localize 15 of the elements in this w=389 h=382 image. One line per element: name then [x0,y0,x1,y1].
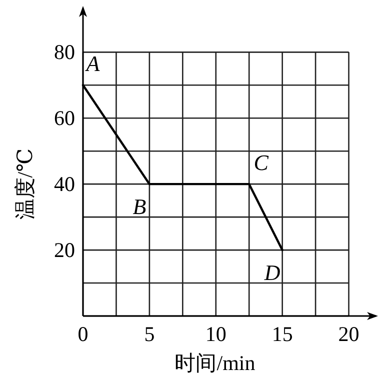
x-tick-label: 5 [144,322,155,346]
y-tick-label: 20 [54,238,75,262]
x-tick-label: 10 [205,322,226,346]
annotation: D [263,260,280,286]
annotation: A [84,51,100,76]
annotation: C [254,150,269,176]
y-tick-label: 80 [54,40,75,64]
x-tick-label: 15 [272,322,293,346]
y-tick-label: 40 [54,172,75,196]
x-tick-label: 0 [78,322,88,346]
x-axis-title: 时间/min [174,351,256,375]
y-axis-title: 温度/℃ [13,148,37,220]
annotation: B [132,194,146,220]
y-tick-label: 60 [54,106,75,130]
x-tick-label: 20 [338,322,360,346]
